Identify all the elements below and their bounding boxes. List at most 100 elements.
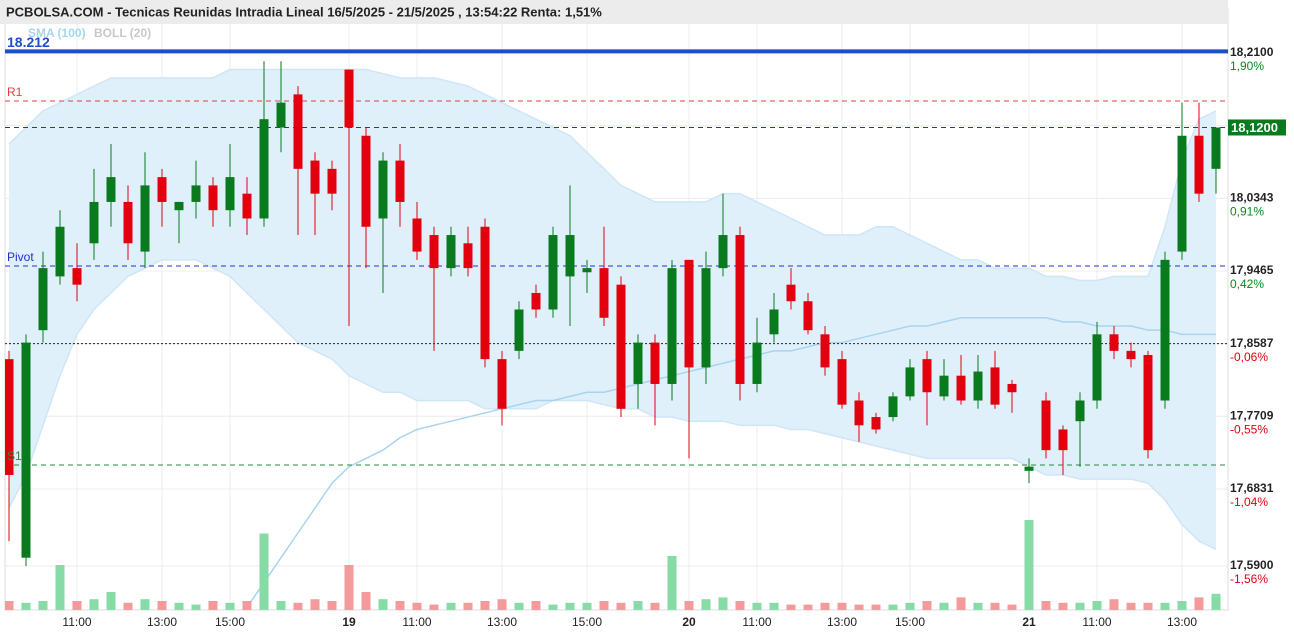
candle-body [1041,400,1051,451]
volume-bar [1109,599,1119,610]
volume-bar [939,602,949,610]
volume-bar [854,604,864,610]
candle-body [5,359,14,475]
volume-bar [718,597,728,610]
candle-body [684,259,694,368]
candle-body [259,119,269,219]
volume-bar [446,602,456,610]
candle-body [1007,383,1017,393]
volume-bar [5,601,14,610]
candle-body [89,201,99,244]
volume-bar [1041,601,1051,610]
volume-bar [735,601,745,610]
candle-body [1075,400,1085,422]
volume-bar [293,602,303,610]
volume-bar [599,601,609,610]
candle-body [565,235,575,277]
volume-bar [191,604,201,610]
candle-body [1092,334,1102,401]
candle-body [361,135,371,227]
volume-bar [174,602,184,610]
candle-body [1143,355,1153,451]
volume-bar [497,599,507,610]
candle-body [1211,127,1221,169]
data-layer [5,49,1228,610]
x-tick-label: 19 [342,615,356,629]
percent-label: -0,06% [1230,350,1268,364]
candle-body [412,218,422,252]
volume-bar [480,601,490,610]
volume-bar [667,556,677,610]
volume-bar [1177,601,1187,610]
level-label: 18.212 [7,34,50,50]
percent-label: 1,90% [1230,59,1264,73]
volume-bar [956,597,966,610]
volume-bar [310,599,320,610]
x-tick-label: 11:00 [402,615,431,629]
candle-body [922,359,932,393]
candle-body [293,94,303,169]
title-bar [0,0,1228,24]
candle-body [599,268,609,318]
x-tick-label: 11:00 [742,615,771,629]
volume-bar [786,604,796,610]
legend-sma: SMA (100) [28,26,86,40]
candle-body [837,359,847,405]
candle-body [701,268,711,368]
volume-bar [803,604,813,610]
candle-body [888,396,898,418]
candle-body [718,235,728,269]
chart-title: PCBOLSA.COM - Tecnicas Reunidas Intradia… [6,4,602,19]
candle-body [38,268,48,331]
candle-body [871,417,881,430]
y-tick-label: 17,5900 [1230,558,1274,572]
y-tick-label: 17,9465 [1230,263,1274,277]
volume-bar [344,565,354,610]
volume-bar [225,602,235,610]
volume-bar [38,601,48,610]
volume-bar [412,602,422,610]
volume-bar [106,592,116,610]
bollinger-lower [8,259,1217,551]
candle-body [276,102,286,128]
candle-body [208,185,218,211]
candle-body [497,359,507,409]
percent-label: 0,91% [1230,205,1264,219]
percent-label: -1,56% [1230,572,1268,586]
candle-body [72,268,82,285]
candle-body [480,226,490,360]
candle-body [854,400,864,426]
candle-body [905,367,915,397]
candle-body [395,160,405,202]
candle-body [123,201,133,244]
candle-body [463,243,473,269]
x-tick-label: 15:00 [895,615,925,629]
candle-body [531,292,541,310]
volume-bar [1143,602,1153,610]
y-tick-label: 18,2100 [1230,45,1274,59]
volume-bar [514,602,524,610]
candle-body [378,160,388,219]
last-price-box [1228,119,1286,136]
y-tick-label: 17,8587 [1230,336,1274,350]
candle-body [514,309,524,351]
candle-body [225,177,235,211]
volume-bar [837,602,847,610]
volume-bar [684,601,694,610]
volume-bar [89,599,99,610]
percent-label: 0,42% [1230,277,1264,291]
candle-body [106,177,116,202]
x-tick-label: 13:00 [1167,615,1197,629]
candle-body [1177,135,1187,252]
volume-bar [820,602,830,610]
candle-body [548,235,558,310]
volume-bar [1024,520,1034,610]
candle-body [344,69,354,128]
x-tick-label: 11:00 [1082,615,1111,629]
candle-body [157,177,167,202]
candle-body [242,193,252,219]
x-tick-label: 13:00 [487,615,517,629]
x-tick-label: 13:00 [147,615,177,629]
volume-bar [55,565,65,610]
